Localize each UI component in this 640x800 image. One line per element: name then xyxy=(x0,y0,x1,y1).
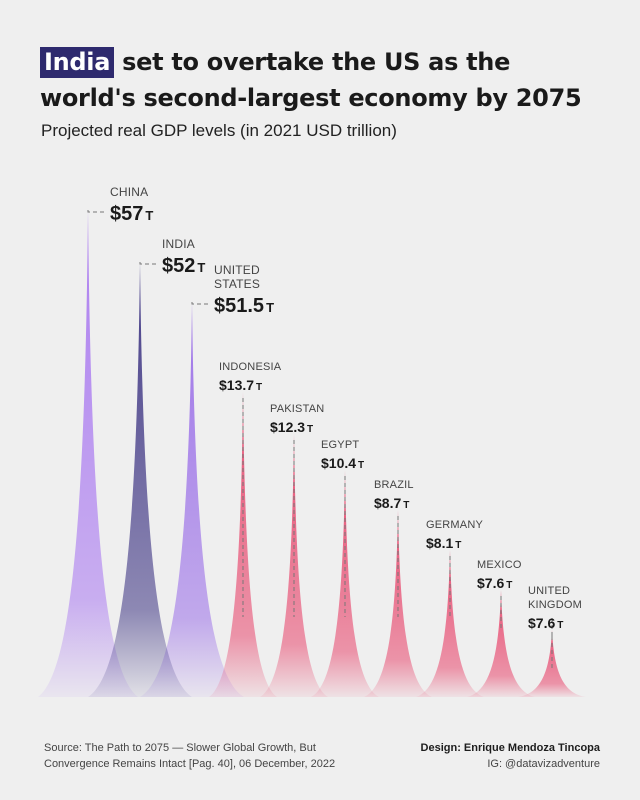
country-label: EGYPT xyxy=(321,439,359,451)
chart-subtitle: Projected real GDP levels (in 2021 USD t… xyxy=(41,121,397,140)
spike-united-kingdom xyxy=(518,630,586,697)
value-label: $8.1 T xyxy=(426,535,461,551)
value-label: $8.7 T xyxy=(374,495,409,511)
country-label: KINGDOM xyxy=(528,599,582,611)
country-label: UNITED xyxy=(214,263,260,277)
value-label: $7.6 T xyxy=(528,615,563,631)
spike-pakistan xyxy=(260,434,328,697)
source-line-1: Source: The Path to 2075 — Slower Global… xyxy=(44,742,316,754)
spike-germany xyxy=(416,550,484,697)
country-label: INDIA xyxy=(162,237,195,251)
value-label: $10.4 T xyxy=(321,455,364,471)
leader-line xyxy=(139,262,156,265)
country-label: BRAZIL xyxy=(374,479,414,491)
value-label: $51.5 T xyxy=(214,295,274,317)
country-label: GERMANY xyxy=(426,519,483,531)
value-label: $12.3 T xyxy=(270,419,313,435)
country-label: UNITED xyxy=(528,585,570,597)
spike-united-states xyxy=(140,302,244,697)
source-note: Source: The Path to 2075 — Slower Global… xyxy=(44,740,335,772)
country-label: STATES xyxy=(214,277,260,291)
country-label: PAKISTAN xyxy=(270,403,324,415)
title-rest: set to overtake the US as the world's se… xyxy=(40,48,582,112)
designer-credit: Design: Enrique Mendoza Tincopa xyxy=(420,742,600,754)
source-line-2: Convergence Remains Intact [Pag. 40], 06… xyxy=(44,758,336,770)
spike-india xyxy=(88,262,192,697)
spike-china xyxy=(38,210,138,697)
leader-line xyxy=(87,210,104,213)
country-label: MEXICO xyxy=(477,559,522,571)
country-label: CHINA xyxy=(110,185,148,199)
leader-line xyxy=(191,302,208,305)
spike-indonesia xyxy=(209,392,277,697)
title-highlight: India xyxy=(40,47,115,78)
value-label: $52 T xyxy=(162,255,205,277)
value-label: $7.6 T xyxy=(477,575,512,591)
credits: Design: Enrique Mendoza Tincopa IG: @dat… xyxy=(421,740,600,772)
value-label: $13.7 T xyxy=(219,377,262,393)
instagram-handle: IG: @datavizadventure xyxy=(487,758,600,770)
country-label: INDONESIA xyxy=(219,361,282,373)
chart-title: India set to overtake the US as the worl… xyxy=(40,44,610,116)
value-label: $57 T xyxy=(110,203,153,225)
spike-mexico xyxy=(467,590,535,697)
